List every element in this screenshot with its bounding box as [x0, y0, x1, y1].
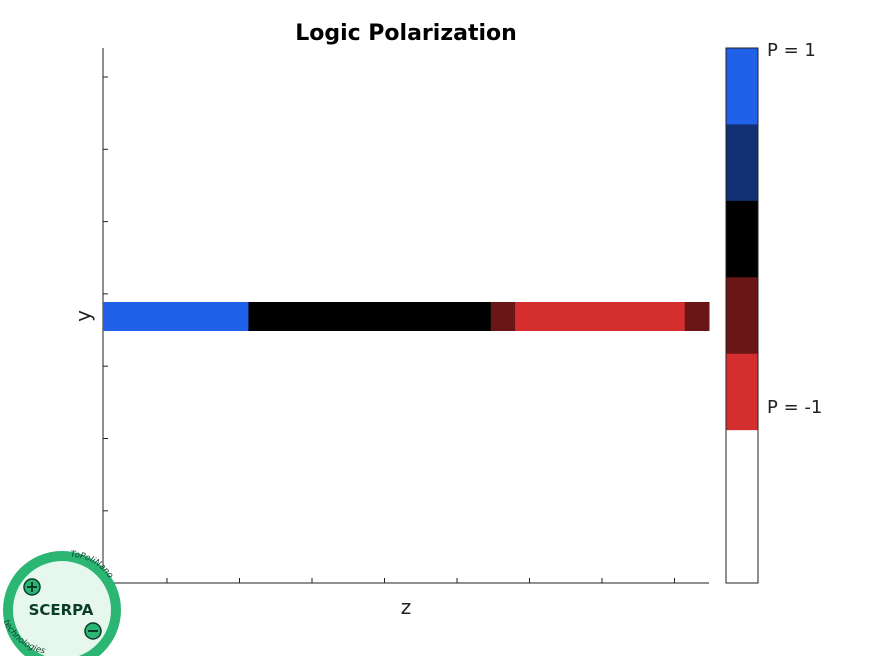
chart-title: Logic Polarization	[295, 21, 517, 46]
colorbar-frame	[725, 47, 759, 584]
heatmap-cell-0	[103, 302, 249, 331]
colorbar-bottom-label: P = -1	[767, 397, 822, 418]
scerpa-logo: ToPoliNano technologies SCERPA	[1, 550, 121, 656]
colorbar-top-label: P = 1	[767, 40, 816, 61]
heatmap-cell-3	[515, 302, 686, 331]
colorbar-bands	[726, 48, 758, 583]
heatmap-cell-4	[684, 302, 710, 331]
y-axis-label: y	[71, 310, 95, 322]
logo-name: SCERPA	[29, 601, 94, 619]
x-axis-label: z	[401, 595, 412, 619]
colorbar-band-3	[726, 277, 758, 355]
colorbar-band-5	[726, 430, 758, 583]
colorbar-band-4	[726, 353, 758, 431]
heatmap-cells	[103, 302, 710, 331]
colorbar-band-0	[726, 48, 758, 125]
x-axis-ticks	[166, 578, 675, 583]
heatmap-cell-1	[248, 302, 492, 331]
colorbar: P = 1 P = -1	[725, 40, 822, 584]
colorbar-band-1	[726, 124, 758, 202]
y-axis-ticks	[103, 76, 108, 512]
colorbar-band-2	[726, 200, 758, 278]
heatmap-cell-2	[490, 302, 516, 331]
